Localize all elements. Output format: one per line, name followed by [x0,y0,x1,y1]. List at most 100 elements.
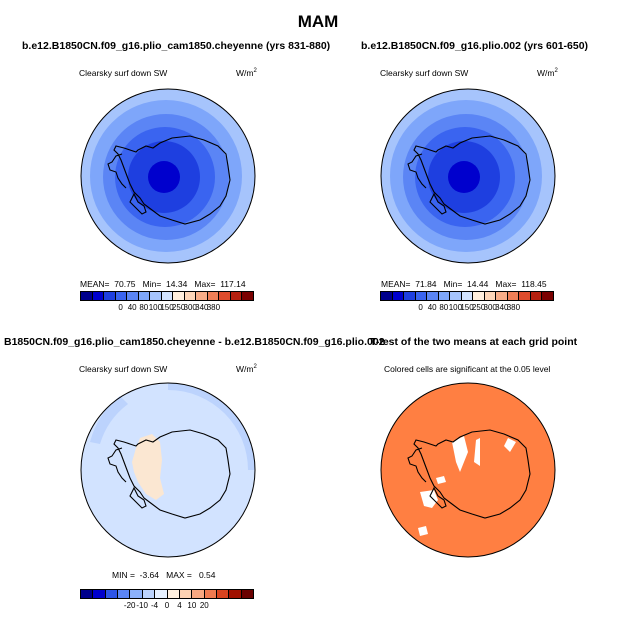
panel-2-polar-map [380,88,556,264]
panel-3-units: W/m2 [236,364,257,374]
panel-1-colorbar [80,291,254,301]
colorbar-segment [460,292,473,300]
colorbar-tick-label: 250 [171,303,186,312]
colorbar-segment [449,292,461,300]
colorbar-segment [178,590,192,598]
panel-3-title: B1850CN.f09_g16.plio_cam1850.cheyenne - … [4,336,385,348]
colorbar-segment [81,590,93,598]
panel-4-title: T-test of the two means at each grid poi… [370,336,578,348]
colorbar-segment [228,590,241,598]
panel-1-units: W/m2 [236,68,257,78]
insignificant-cells [418,436,516,536]
colorbar-segment [137,292,150,300]
colorbar-tick-label: 80 [139,303,149,312]
colorbar-segment [518,292,530,300]
colorbar-segment [240,590,254,598]
diff-positive-region [132,434,164,500]
colorbar-segment [472,292,484,300]
colorbar-segment [92,590,105,598]
colorbar-segment [414,292,427,300]
colorbar-tick-label: 300 [483,303,497,312]
colorbar-segment [206,292,219,300]
panel-2-colorbar-ticks: 0 40 80 100 150 250 300 340 380 [380,303,554,315]
panel-1-polar-map [80,88,256,264]
colorbar-segment [241,292,253,300]
colorbar-tick-label: 0 [418,303,423,312]
peninsula-coastline [107,153,127,189]
panel-3-colorbar-ticks: -20 -10 -4 0 4 10 20 [80,601,254,613]
colorbar-segment [381,292,392,300]
colorbar-segment [506,292,519,300]
colorbar-tick-label: -10 [136,601,148,610]
panel-3-polar-map [80,382,256,558]
panel-1-colorbar-ticks: 0 40 80 100 150 250 300 340 380 [80,303,254,315]
panel-2-variable: Clearsky surf down SW [380,68,469,78]
colorbar-segment [172,292,184,300]
peninsula-coastline [407,153,427,189]
colorbar-segment [483,292,496,300]
colorbar-segment [437,292,450,300]
colorbar-tick-label: -20 [123,601,136,610]
colorbar-tick-label: 4 [177,601,182,610]
panel-1-stats: MEAN= 70.75 Min= 14.34 Max= 117.14 [80,279,246,289]
colorbar-tick-label: 0 [164,601,170,610]
colorbar-segment [103,292,115,300]
colorbar-segment [160,292,173,300]
colorbar-segment [149,292,161,300]
panel-2-colorbar [380,291,554,301]
antarctica-coastline [413,135,531,225]
antarctica-coastline [413,429,531,519]
page-title: MAM [297,12,339,31]
colorbar-tick-label: 40 [127,303,137,312]
colorbar-tick-label: 0 [118,303,123,312]
map-boundary [80,382,256,558]
panel-1-variable: Clearsky surf down SW [79,68,168,78]
colorbar-segment [191,590,204,598]
colorbar-segment [117,590,130,598]
panel-3-stats: MIN = -3.64 MAX = 0.54 [112,570,216,580]
panel-4-polar-map [380,382,556,558]
panel-4-subtitle: Colored cells are significant at the 0.0… [384,364,551,374]
diff-outer-band [168,383,255,470]
colorbar-segment [195,292,207,300]
colorbar-tick-label: 80 [439,303,449,312]
colorbar-segment [141,590,155,598]
colorbar-segment [126,292,138,300]
colorbar-tick-label: 300 [183,303,197,312]
colorbar-tick-label: 380 [506,303,521,312]
peninsula-coastline [107,447,127,483]
colorbar-segment [81,292,92,300]
colorbar-tick-label: 40 [427,303,437,312]
colorbar-segment [218,292,230,300]
colorbar-tick-label: 340 [195,303,209,312]
diff-outer-band-2 [90,396,128,444]
diff-background [81,383,255,557]
colorbar-tick-label: -4 [151,601,159,610]
colorbar-segment [391,292,404,300]
antarctica-coastline [113,135,231,225]
colorbar-segment [495,292,507,300]
colorbar-segment [426,292,438,300]
colorbar-tick-label: 380 [206,303,221,312]
colorbar-tick-label: 20 [199,601,209,610]
contour-band-5 [448,161,480,193]
colorbar-segment [183,292,196,300]
colorbar-tick-label: 100 [448,303,463,312]
panel-2-stats: MEAN= 71.84 Min= 14.44 Max= 118.45 [381,279,547,289]
colorbar-tick-label: 340 [495,303,509,312]
colorbar-tick-label: 150 [160,303,174,312]
colorbar-segment [129,590,142,598]
colorbar-segment [229,292,242,300]
colorbar-segment [154,590,167,598]
colorbar-segment [104,590,118,598]
colorbar-tick-label: 100 [148,303,163,312]
panel-2-title: b.e12.B1850CN.f09_g16.plio.002 (yrs 601-… [361,40,589,52]
map-boundary [380,382,556,558]
panel-3-colorbar [80,589,254,599]
colorbar-tick-label: 150 [460,303,474,312]
colorbar-segment [215,590,229,598]
peninsula-coastline [407,447,427,483]
colorbar-segment [403,292,415,300]
significance-fill [381,383,555,557]
colorbar-segment [541,292,553,300]
